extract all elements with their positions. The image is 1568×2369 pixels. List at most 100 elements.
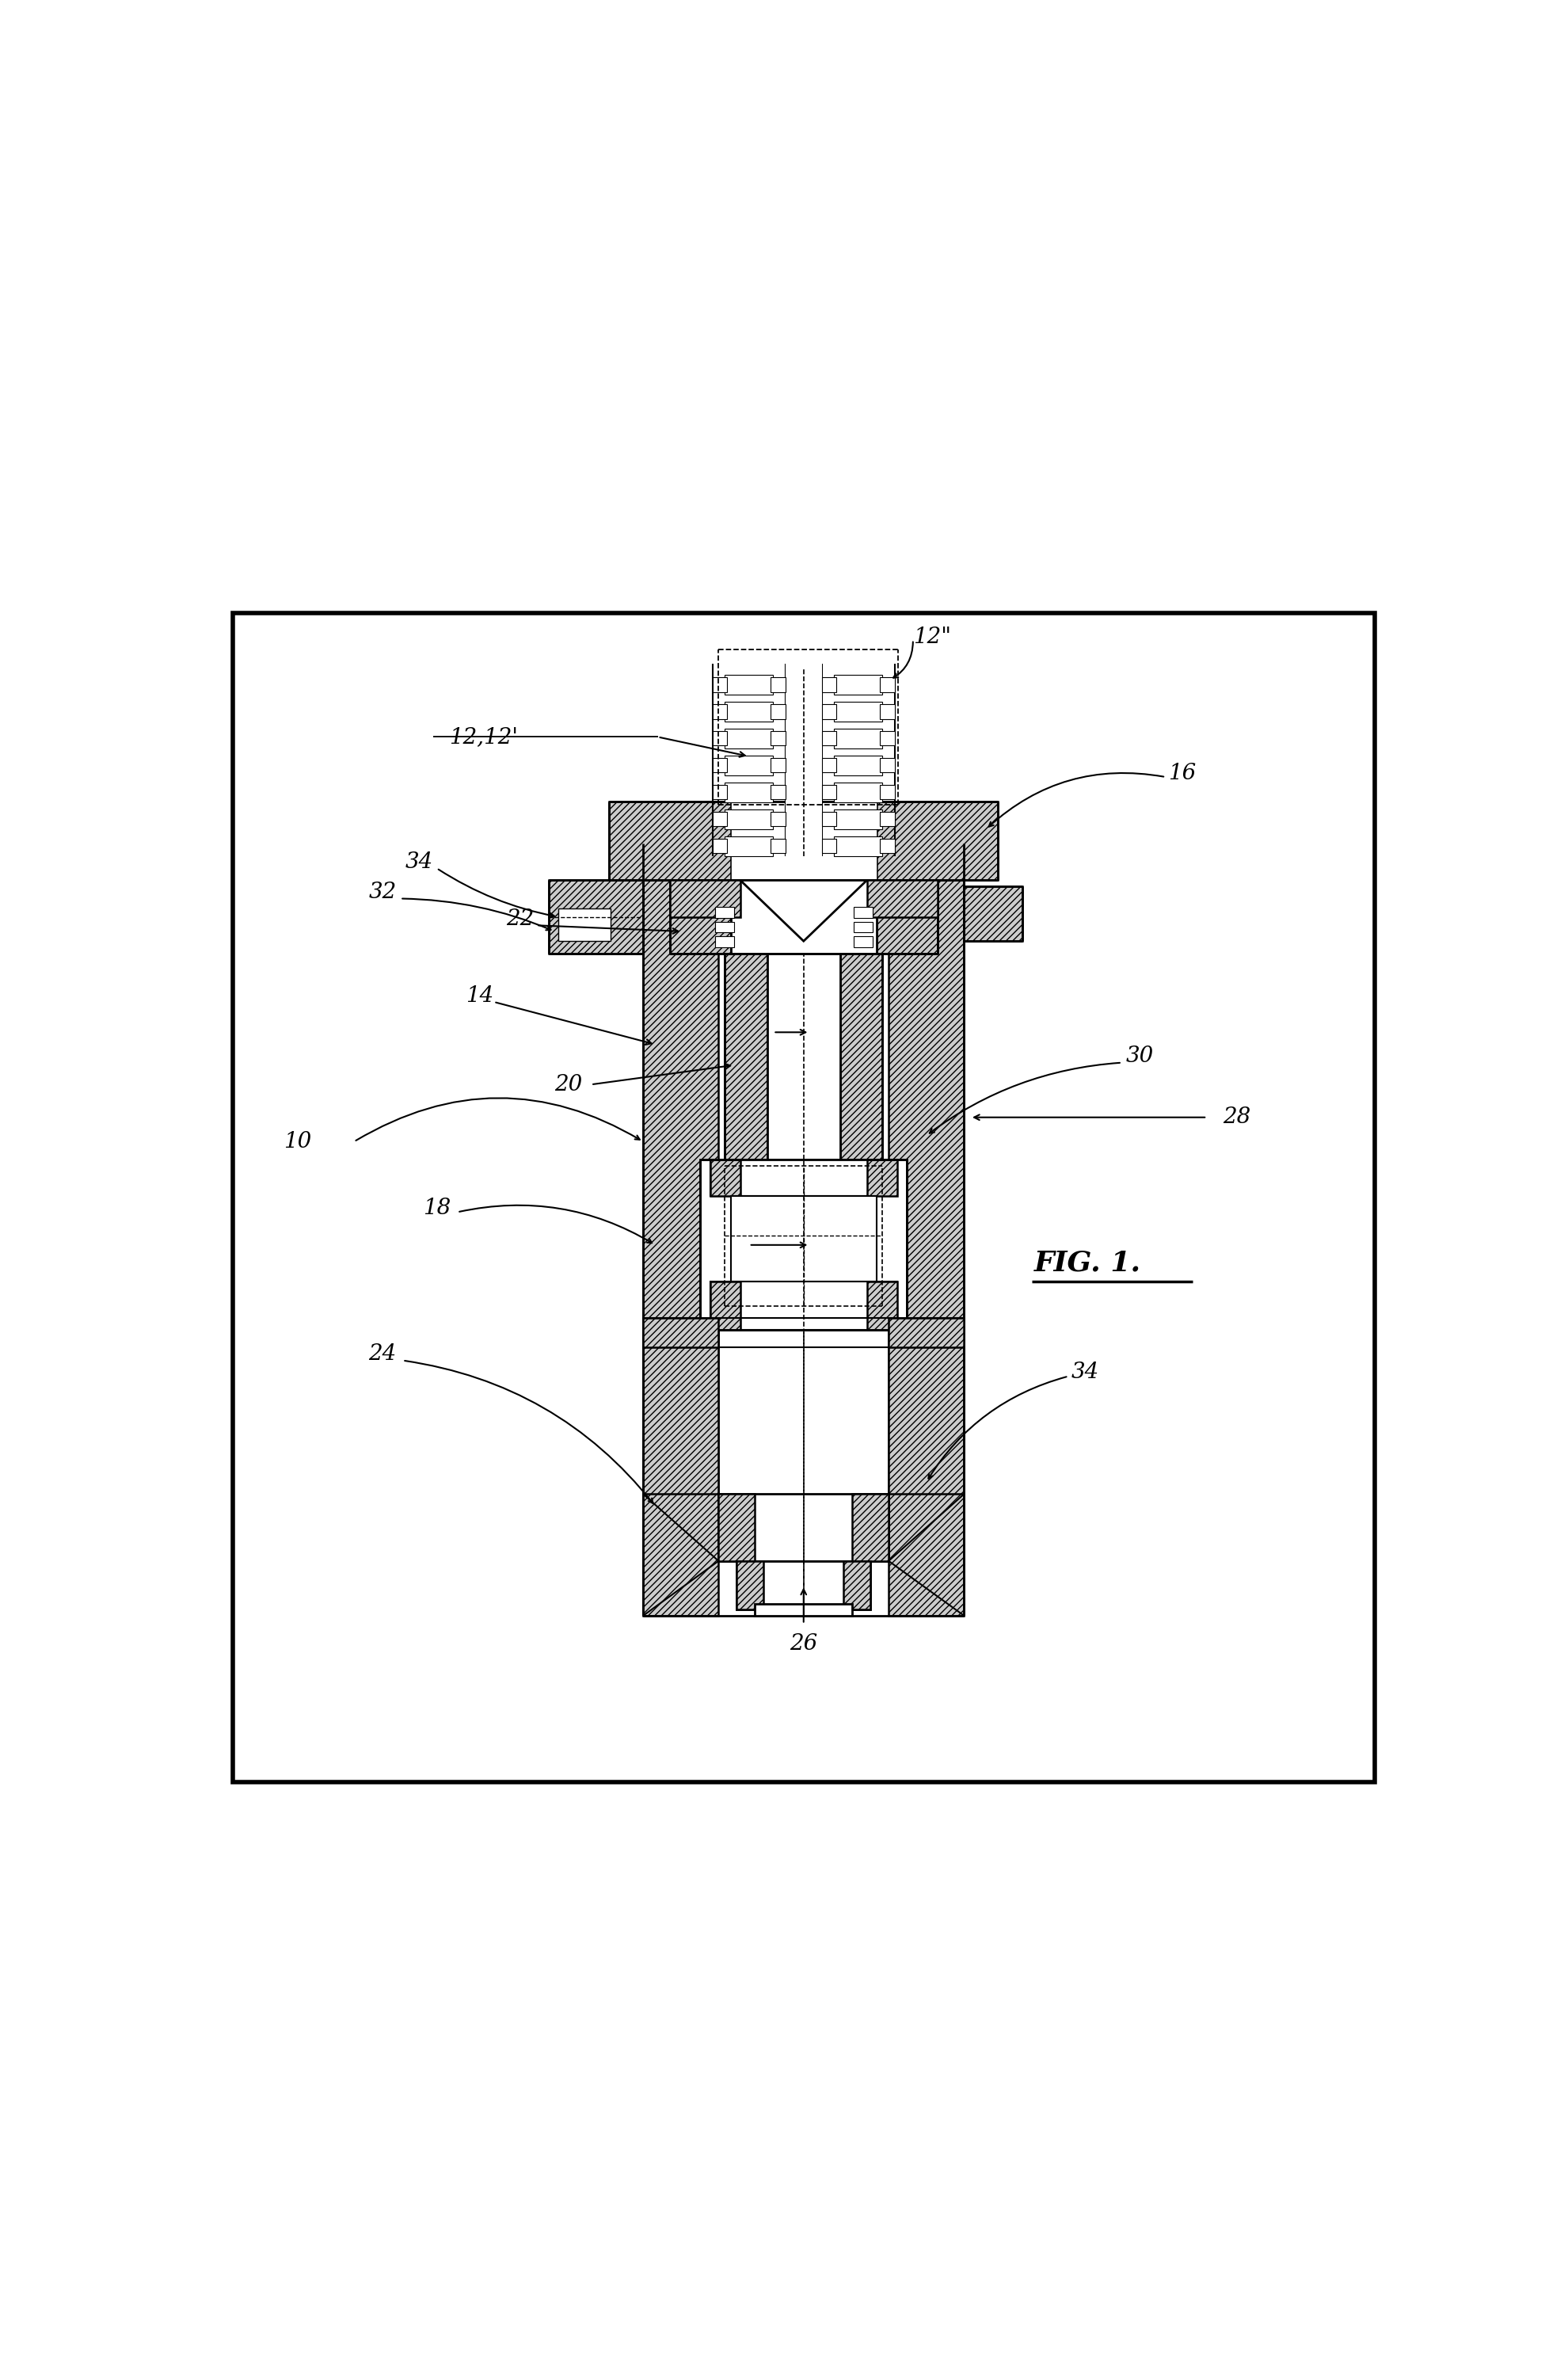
Bar xyxy=(822,732,836,746)
Bar xyxy=(822,839,836,853)
Bar xyxy=(701,1161,906,1329)
Bar xyxy=(889,1317,964,1348)
Bar xyxy=(549,881,643,952)
Bar xyxy=(822,813,836,827)
Bar xyxy=(731,881,877,952)
Bar xyxy=(643,1329,718,1495)
Bar xyxy=(712,784,728,798)
Bar xyxy=(737,1561,764,1609)
Bar xyxy=(822,704,836,718)
Bar xyxy=(867,1282,897,1329)
Bar xyxy=(964,886,1022,940)
Text: 20: 20 xyxy=(555,1073,582,1094)
Bar xyxy=(771,758,786,772)
Bar xyxy=(724,701,773,723)
Bar xyxy=(834,782,883,803)
Bar xyxy=(724,782,773,803)
Text: 22: 22 xyxy=(506,910,533,931)
Bar xyxy=(786,663,822,855)
Bar xyxy=(853,936,873,948)
Bar xyxy=(867,881,938,917)
Bar xyxy=(771,839,786,853)
Bar xyxy=(712,758,728,772)
Text: 12": 12" xyxy=(913,625,950,649)
Polygon shape xyxy=(643,1495,718,1616)
Bar xyxy=(840,952,883,1161)
Bar xyxy=(724,952,767,1161)
Polygon shape xyxy=(740,881,867,940)
Bar xyxy=(767,952,840,1161)
Bar xyxy=(670,881,740,917)
Text: FIG. 1.: FIG. 1. xyxy=(1035,1251,1142,1277)
Bar xyxy=(822,678,836,692)
Bar xyxy=(724,675,773,694)
Bar xyxy=(834,836,883,855)
Bar xyxy=(731,1196,877,1282)
Bar xyxy=(715,922,734,933)
Bar xyxy=(724,756,773,775)
Text: 12,12': 12,12' xyxy=(448,727,517,749)
Bar xyxy=(880,758,895,772)
Bar xyxy=(834,675,883,694)
Bar xyxy=(771,784,786,798)
Bar xyxy=(889,843,964,1616)
Bar xyxy=(834,810,883,829)
Bar xyxy=(834,730,883,749)
Bar xyxy=(853,1495,889,1561)
Text: 26: 26 xyxy=(790,1632,817,1654)
Bar xyxy=(712,678,728,692)
Bar xyxy=(715,907,734,919)
Bar xyxy=(867,1161,897,1196)
Text: 16: 16 xyxy=(1168,763,1196,784)
Bar xyxy=(822,758,836,772)
Text: 30: 30 xyxy=(1126,1045,1154,1068)
Bar xyxy=(880,678,895,692)
Bar xyxy=(710,1282,740,1329)
Bar xyxy=(771,678,786,692)
Bar xyxy=(670,881,731,952)
Bar xyxy=(724,836,773,855)
Bar xyxy=(771,732,786,746)
Text: 18: 18 xyxy=(423,1199,452,1220)
Bar xyxy=(737,1561,870,1609)
Bar xyxy=(710,1282,897,1329)
Bar xyxy=(880,704,895,718)
Bar xyxy=(880,839,895,853)
Bar xyxy=(718,1495,889,1561)
Bar xyxy=(880,784,895,798)
Bar xyxy=(710,1161,740,1196)
Bar xyxy=(771,704,786,718)
Bar xyxy=(715,936,734,948)
Bar xyxy=(834,701,883,723)
Bar xyxy=(724,730,773,749)
Bar xyxy=(712,839,728,853)
Bar xyxy=(889,1329,964,1495)
Bar xyxy=(877,801,999,881)
Bar xyxy=(712,704,728,718)
Bar xyxy=(731,801,877,881)
Text: 34: 34 xyxy=(1071,1362,1099,1383)
Text: 34: 34 xyxy=(405,850,433,872)
Polygon shape xyxy=(889,1495,964,1616)
Bar xyxy=(558,907,610,940)
Text: 24: 24 xyxy=(368,1343,397,1365)
Bar xyxy=(718,1495,756,1561)
Bar xyxy=(853,922,873,933)
Bar xyxy=(844,1561,870,1609)
Bar xyxy=(822,784,836,798)
Text: 10: 10 xyxy=(284,1130,312,1151)
Bar xyxy=(880,732,895,746)
Text: 28: 28 xyxy=(1223,1106,1251,1128)
Bar xyxy=(853,907,873,919)
Bar xyxy=(880,813,895,827)
Bar xyxy=(608,801,731,881)
Bar xyxy=(712,813,728,827)
Bar xyxy=(834,756,883,775)
Bar xyxy=(771,813,786,827)
Bar xyxy=(710,1161,897,1196)
Bar xyxy=(643,1317,718,1348)
Bar xyxy=(643,843,718,1616)
Bar xyxy=(712,732,728,746)
Text: 14: 14 xyxy=(466,986,494,1007)
Bar xyxy=(724,810,773,829)
